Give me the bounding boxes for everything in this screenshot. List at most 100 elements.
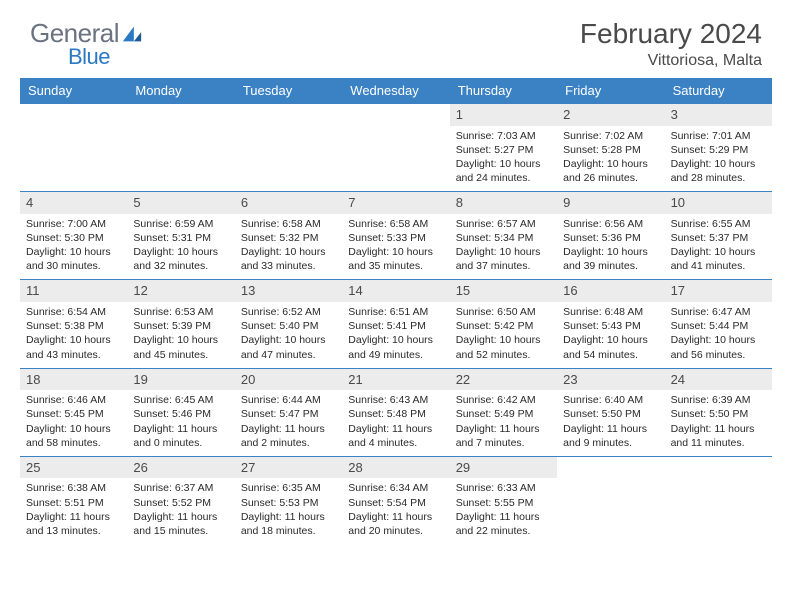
sunrise-text: Sunrise: 6:35 AM [241,481,336,495]
day-number: 10 [665,192,772,214]
sunset-text: Sunset: 5:37 PM [671,231,766,245]
day-number: 27 [235,457,342,479]
day-number: 11 [20,280,127,302]
day-number: 15 [450,280,557,302]
sunset-text: Sunset: 5:31 PM [133,231,228,245]
sunrise-text: Sunrise: 6:44 AM [241,393,336,407]
sunset-text: Sunset: 5:42 PM [456,319,551,333]
day-cell: 3Sunrise: 7:01 AMSunset: 5:29 PMDaylight… [665,104,772,191]
col-sun: Sunday [20,78,127,103]
daylight-text: Daylight: 11 hours and 13 minutes. [26,510,121,538]
daylight-text: Daylight: 10 hours and 43 minutes. [26,333,121,361]
day-cell: 5Sunrise: 6:59 AMSunset: 5:31 PMDaylight… [127,192,234,279]
sunset-text: Sunset: 5:45 PM [26,407,121,421]
day-cell: 7Sunrise: 6:58 AMSunset: 5:33 PMDaylight… [342,192,449,279]
sunrise-text: Sunrise: 6:50 AM [456,305,551,319]
col-thu: Thursday [450,78,557,103]
day-cell: 24 Sunrise: 6:39 AMSunset: 5:50 PMDayligh… [665,369,772,456]
logo: General Blue [30,18,145,49]
day-cell: 12Sunrise: 6:53 AMSunset: 5:39 PMDayligh… [127,280,234,367]
sunrise-text: Sunrise: 6:37 AM [133,481,228,495]
daylight-text: Daylight: 11 hours and 4 minutes. [348,422,443,450]
day-cell [665,457,772,544]
calendar-grid: 1Sunrise: 7:03 AMSunset: 5:27 PMDaylight… [20,103,772,544]
sunset-text: Sunset: 5:53 PM [241,496,336,510]
sunrise-text: Sunrise: 6:55 AM [671,217,766,231]
sunrise-text: Sunrise: 6:39 AM [671,393,766,407]
daylight-text: Daylight: 10 hours and 45 minutes. [133,333,228,361]
day-cell: 6Sunrise: 6:58 AMSunset: 5:32 PMDaylight… [235,192,342,279]
day-cell: 23Sunrise: 6:40 AMSunset: 5:50 PMDayligh… [557,369,664,456]
day-number: 19 [127,369,234,391]
day-number: 24 [665,369,772,391]
day-cell: 13Sunrise: 6:52 AMSunset: 5:40 PMDayligh… [235,280,342,367]
sunset-text: Sunset: 5:33 PM [348,231,443,245]
sunset-text: Sunset: 5:49 PM [456,407,551,421]
calendar-board: Sunday Monday Tuesday Wednesday Thursday… [0,78,792,544]
sunset-text: Sunset: 5:46 PM [133,407,228,421]
sunset-text: Sunset: 5:34 PM [456,231,551,245]
day-cell: 29Sunrise: 6:33 AMSunset: 5:55 PMDayligh… [450,457,557,544]
sunrise-text: Sunrise: 6:46 AM [26,393,121,407]
sunset-text: Sunset: 5:32 PM [241,231,336,245]
day-cell: 27Sunrise: 6:35 AMSunset: 5:53 PMDayligh… [235,457,342,544]
day-cell: 15 Sunrise: 6:50 AMSunset: 5:42 PMDayligh… [450,280,557,367]
day-cell [235,104,342,191]
week-row: 18 Sunrise: 6:46 AMSunset: 5:45 PM Dayligh… [20,368,772,456]
logo-triangle-icon [121,23,143,45]
sunrise-text: Sunrise: 6:51 AM [348,305,443,319]
day-number: 25 [20,457,127,479]
day-cell [20,104,127,191]
sunrise-text: Sunrise: 6:59 AM [133,217,228,231]
sunrise-text: Sunrise: 6:42 AM [456,393,551,407]
day-cell: 8Sunrise: 6:57 AMSunset: 5:34 PMDaylight… [450,192,557,279]
day-number: 18 [20,369,127,391]
day-cell: 14Sunrise: 6:51 AMSunset: 5:41 PMDayligh… [342,280,449,367]
day-cell: 9Sunrise: 6:56 AMSunset: 5:36 PMDaylight… [557,192,664,279]
col-tue: Tuesday [235,78,342,103]
sunset-text: Sunset: 5:43 PM [563,319,658,333]
sunset-text: Sunset: 5:54 PM [348,496,443,510]
daylight-text: Daylight: 10 hours and 26 minutes. [563,157,658,185]
daylight-text: Daylight: 10 hours and 54 minutes. [563,333,658,361]
daylight-text: Daylight: 10 hours and 41 minutes. [671,245,766,273]
daylight-text: Daylight: 10 hours and 52 minutes. [456,333,551,361]
sunset-text: Sunset: 5:36 PM [563,231,658,245]
page-header: General Blue February 2024 Vittoriosa, M… [0,0,792,78]
day-number: 22 [450,369,557,391]
daylight-text: Daylight: 10 hours and 39 minutes. [563,245,658,273]
day-number: 12 [127,280,234,302]
sunset-text: Sunset: 5:50 PM [671,407,766,421]
day-cell: 11Sunrise: 6:54 AMSunset: 5:38 PMDayligh… [20,280,127,367]
sunset-text: Sunset: 5:47 PM [241,407,336,421]
sunrise-text: Sunrise: 6:47 AM [671,305,766,319]
day-cell: 2Sunrise: 7:02 AMSunset: 5:28 PMDaylight… [557,104,664,191]
daylight-text: Daylight: 10 hours and 47 minutes. [241,333,336,361]
day-cell: 25Sunrise: 6:38 AMSunset: 5:51 PMDayligh… [20,457,127,544]
sunrise-text: Sunrise: 6:57 AM [456,217,551,231]
day-number: 16 [557,280,664,302]
day-cell [127,104,234,191]
day-number: 26 [127,457,234,479]
col-mon: Monday [127,78,234,103]
sunrise-text: Sunrise: 6:58 AM [348,217,443,231]
sunset-text: Sunset: 5:29 PM [671,143,766,157]
sunset-text: Sunset: 5:40 PM [241,319,336,333]
weekday-header: Sunday Monday Tuesday Wednesday Thursday… [20,78,772,103]
day-number: 20 [235,369,342,391]
day-number: 6 [235,192,342,214]
sunset-text: Sunset: 5:39 PM [133,319,228,333]
day-cell [557,457,664,544]
location-subtitle: Vittoriosa, Malta [580,52,762,70]
logo-word-2: Blue [68,44,110,70]
daylight-text: Daylight: 10 hours and 49 minutes. [348,333,443,361]
sunset-text: Sunset: 5:48 PM [348,407,443,421]
day-cell: 10 Sunrise: 6:55 AMSunset: 5:37 PMDayligh… [665,192,772,279]
daylight-text: Daylight: 10 hours and 35 minutes. [348,245,443,273]
sunset-text: Sunset: 5:44 PM [671,319,766,333]
month-title: February 2024 [580,18,762,50]
daylight-text: Daylight: 11 hours and 11 minutes. [671,422,766,450]
sunrise-text: Sunrise: 6:40 AM [563,393,658,407]
daylight-text: Daylight: 11 hours and 7 minutes. [456,422,551,450]
sunset-text: Sunset: 5:51 PM [26,496,121,510]
